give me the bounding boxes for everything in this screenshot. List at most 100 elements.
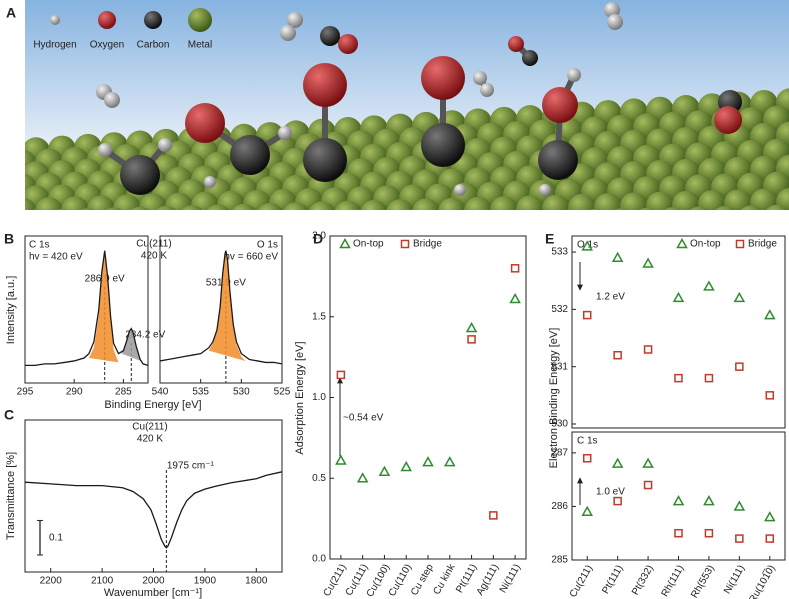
metal-atom	[589, 208, 601, 210]
y-tick-label: 0.5	[312, 473, 326, 484]
plot-frame	[329, 235, 527, 560]
metal-atom	[689, 206, 709, 210]
atom	[204, 176, 216, 188]
x-tick-label: Ru(101̅0)	[746, 563, 777, 599]
metal-atom	[181, 205, 203, 210]
square-marker	[467, 335, 476, 344]
triangle-marker	[642, 257, 654, 268]
x-axis-title: Binding Energy [eV]	[104, 399, 201, 411]
plot-frame	[571, 235, 786, 429]
metal-atom	[750, 188, 778, 210]
metal-atom	[594, 193, 622, 210]
triangle-marker	[443, 456, 456, 467]
square-marker	[582, 453, 592, 463]
metal-atom	[25, 198, 37, 210]
subtitle: hv = 420 eV	[29, 252, 83, 263]
x-tick-label: Ni(111)	[498, 562, 523, 595]
metal-atom	[139, 193, 167, 210]
metal-atom	[130, 206, 150, 210]
metal-atom	[35, 197, 63, 210]
x-tick-label: 2100	[91, 576, 114, 587]
atom	[287, 12, 303, 28]
metal-atom	[412, 198, 440, 210]
triangle-marker	[764, 309, 776, 320]
triangle-marker	[581, 240, 593, 251]
x-tick-label: 525	[274, 387, 291, 398]
metal-atom	[386, 199, 414, 210]
legend-atom	[98, 11, 116, 29]
legend-label: Bridge	[413, 239, 442, 250]
legend-marker	[676, 237, 688, 249]
legend-label: Hydrogen	[33, 40, 76, 51]
panel: E	[545, 231, 554, 247]
title: C 1s	[29, 240, 50, 251]
plot-frame	[159, 235, 283, 384]
square-marker	[336, 370, 346, 380]
square-marker	[765, 391, 775, 400]
peak-label: 284.2 eV	[125, 330, 165, 341]
atom	[280, 25, 296, 41]
square-marker	[643, 345, 653, 354]
atom	[542, 87, 578, 123]
metal-atom	[309, 201, 335, 210]
fitted-component	[121, 330, 142, 361]
square-marker	[704, 528, 714, 538]
atom	[98, 143, 112, 157]
x-tick-label: 535	[192, 387, 209, 398]
atom	[278, 126, 292, 140]
panel: C	[4, 407, 14, 423]
legend-atom	[50, 15, 60, 25]
metal-atom	[81, 208, 95, 210]
x-tick-label: 1900	[194, 576, 217, 587]
y-tick-label: 286	[551, 501, 568, 512]
atom	[230, 135, 270, 175]
triangle-marker	[672, 291, 685, 303]
legend-atom	[144, 11, 162, 29]
metal-atom	[516, 195, 544, 210]
square-marker	[613, 496, 622, 506]
metal-atom	[0, 139, 24, 167]
square-marker	[613, 350, 622, 360]
fitted-component	[208, 253, 246, 361]
plot-frame	[24, 235, 149, 384]
metal-atom	[672, 190, 700, 210]
atom	[539, 184, 551, 196]
metal-atom	[206, 204, 230, 210]
x-tick-label: Pt(111)	[600, 563, 625, 596]
triangle-marker	[642, 457, 654, 468]
atom	[421, 56, 465, 100]
annotations: 1.0 eV	[596, 487, 625, 498]
annotations: 420 K	[137, 434, 163, 445]
x-axis-title: Wavenumber [cm⁻¹]	[104, 587, 202, 599]
subtitle: hv = 660 eV	[224, 252, 278, 263]
y-axis-title: Intensity [a.u.]	[5, 276, 17, 344]
x-tick-label: 2200	[40, 576, 63, 587]
annotations: 1.2 eV	[596, 292, 625, 303]
metal-atom	[664, 207, 682, 210]
triangle-marker	[509, 292, 521, 304]
legend-label: Bridge	[748, 239, 777, 250]
surface-illustration	[0, 0, 789, 210]
metal-atom	[568, 193, 596, 210]
triangle-marker	[335, 454, 347, 465]
annotations: ~0.54 eV	[343, 413, 384, 424]
metal-atom	[614, 208, 628, 210]
atom	[158, 138, 172, 152]
y-tick-label: 533	[551, 247, 568, 258]
triangle-marker	[400, 460, 413, 472]
x-tick-label: Ni(111)	[722, 563, 747, 596]
legend-label: Metal	[188, 40, 212, 51]
legend-marker	[735, 239, 745, 249]
atom	[473, 71, 487, 85]
y-tick-label: 531	[551, 361, 568, 372]
triangle-marker	[703, 495, 715, 506]
triangle-marker	[733, 291, 746, 303]
y-axis-title: Electron Binding Energy [eV]	[548, 328, 560, 469]
legend-marker	[339, 237, 351, 249]
metal-atom	[740, 205, 762, 210]
x-tick-label: 290	[66, 387, 83, 398]
square-marker	[510, 264, 520, 273]
atom	[522, 50, 538, 66]
atom	[714, 106, 742, 134]
metal-atom	[438, 197, 466, 210]
